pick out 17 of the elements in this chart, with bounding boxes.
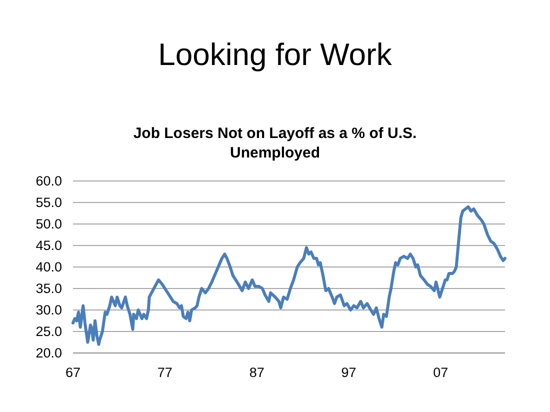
y-tick-label: 50.0 (36, 216, 62, 232)
x-tick-label: 67 (65, 365, 81, 380)
y-tick-label: 35.0 (36, 281, 62, 296)
y-tick-label: 55.0 (36, 195, 62, 210)
x-tick-label: 87 (249, 365, 264, 380)
y-tick-label: 20.0 (36, 346, 62, 361)
y-tick-label: 40.0 (36, 260, 62, 275)
line-series (72, 205, 506, 346)
y-tick-label: 30.0 (36, 302, 62, 318)
chart-title: Looking for Work (158, 37, 392, 72)
x-tick-label: 77 (157, 365, 172, 380)
chart-subtitle: Job Losers Not on Layoff as a % of U.S. Unemployed (133, 125, 417, 162)
x-tick-label: 97 (341, 365, 356, 380)
x-tick-label: 07 (433, 365, 448, 380)
y-tick-label: 45.0 (36, 238, 62, 254)
y-tick-label: 60.0 (36, 174, 62, 189)
y-tick-label: 25.0 (36, 324, 62, 340)
